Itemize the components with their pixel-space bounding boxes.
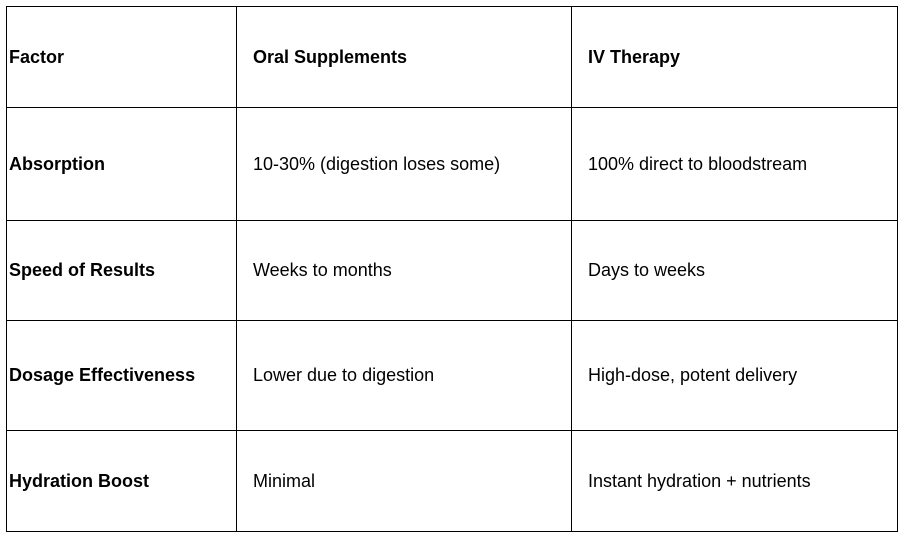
- header-cell: Oral Supplements: [236, 6, 572, 108]
- cell: Weeks to months: [236, 220, 572, 321]
- cell: Lower due to digestion: [236, 320, 572, 431]
- cell: 10-30% (digestion loses some): [236, 107, 572, 221]
- header-cell: Factor: [6, 6, 237, 108]
- row-label: Absorption: [6, 107, 237, 221]
- table-row: Hydration Boost Minimal Instant hydratio…: [6, 430, 898, 532]
- table-row: Absorption 10-30% (digestion loses some)…: [6, 107, 898, 221]
- header-row: Factor Oral Supplements IV Therapy: [6, 6, 898, 108]
- cell: Minimal: [236, 430, 572, 532]
- table-row: Dosage Effectiveness Lower due to digest…: [6, 320, 898, 431]
- cell: Days to weeks: [571, 220, 898, 321]
- row-label: Hydration Boost: [6, 430, 237, 532]
- row-label: Speed of Results: [6, 220, 237, 321]
- cell: Instant hydration + nutrients: [571, 430, 898, 532]
- row-label: Dosage Effectiveness: [6, 320, 237, 431]
- comparison-table: Factor Oral Supplements IV Therapy Absor…: [6, 6, 898, 532]
- cell: 100% direct to bloodstream: [571, 107, 898, 221]
- header-cell: IV Therapy: [571, 6, 898, 108]
- cell: High-dose, potent delivery: [571, 320, 898, 431]
- table-row: Speed of Results Weeks to months Days to…: [6, 220, 898, 321]
